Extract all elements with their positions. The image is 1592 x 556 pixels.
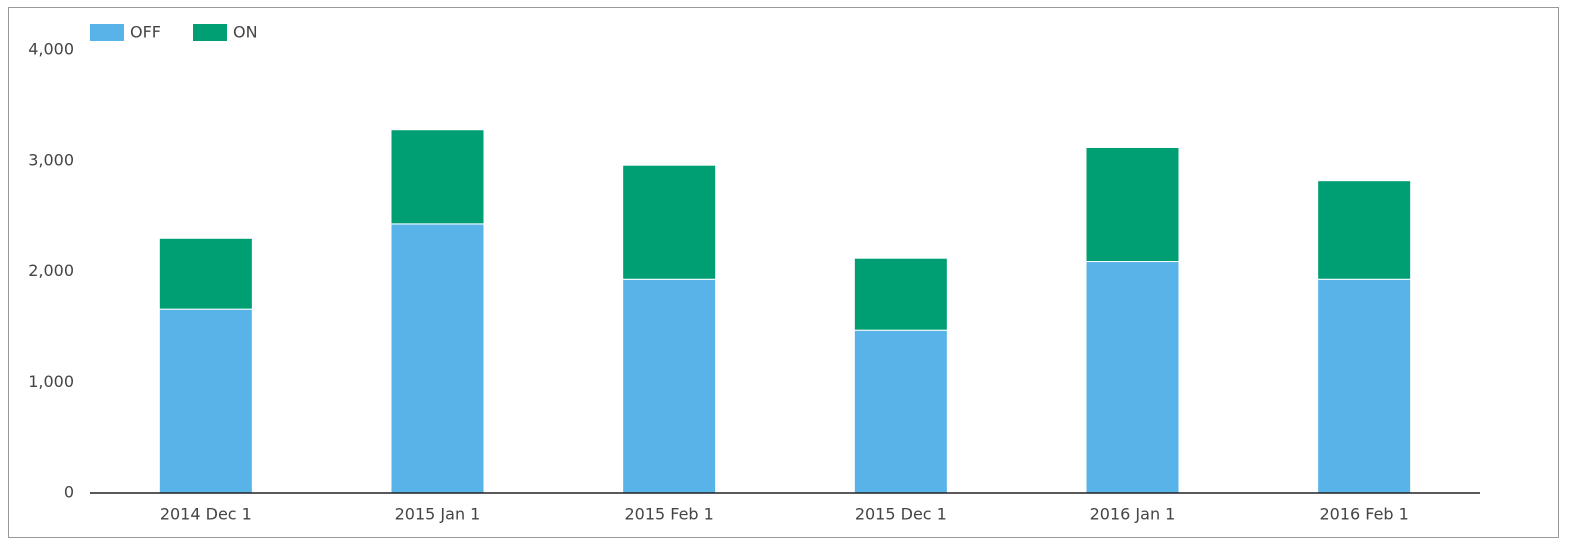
y-tick-label: 0: [64, 483, 74, 502]
legend-swatch: [90, 24, 124, 41]
bar-segment: [853, 257, 948, 331]
bar-segment: [158, 237, 253, 310]
bar-segment: [1085, 146, 1180, 263]
bar-segment: [390, 129, 485, 225]
x-tick-label: 2014 Dec 1: [160, 505, 252, 524]
x-tick-label: 2015 Dec 1: [855, 505, 947, 524]
bar-segment: [158, 308, 253, 494]
y-tick-label: 4,000: [28, 40, 74, 59]
x-tick-label: 2016 Jan 1: [1090, 505, 1176, 524]
bar-segment: [853, 329, 948, 494]
x-tick-label: 2015 Jan 1: [395, 505, 481, 524]
legend-label: OFF: [130, 23, 161, 42]
bar-segment: [622, 164, 717, 280]
y-tick-label: 3,000: [28, 150, 74, 169]
bar-segment: [1317, 278, 1412, 494]
x-tick-label: 2016 Feb 1: [1319, 505, 1408, 524]
legend-label: ON: [233, 23, 258, 42]
bar-segment: [622, 278, 717, 494]
y-tick-label: 1,000: [28, 372, 74, 391]
bar-segment: [390, 223, 485, 494]
bar-segment: [1317, 180, 1412, 280]
y-tick-label: 2,000: [28, 261, 74, 280]
legend-swatch: [193, 24, 227, 41]
x-tick-label: 2015 Feb 1: [624, 505, 713, 524]
chart-frame: [8, 7, 1559, 538]
bar-segment: [1085, 261, 1180, 494]
